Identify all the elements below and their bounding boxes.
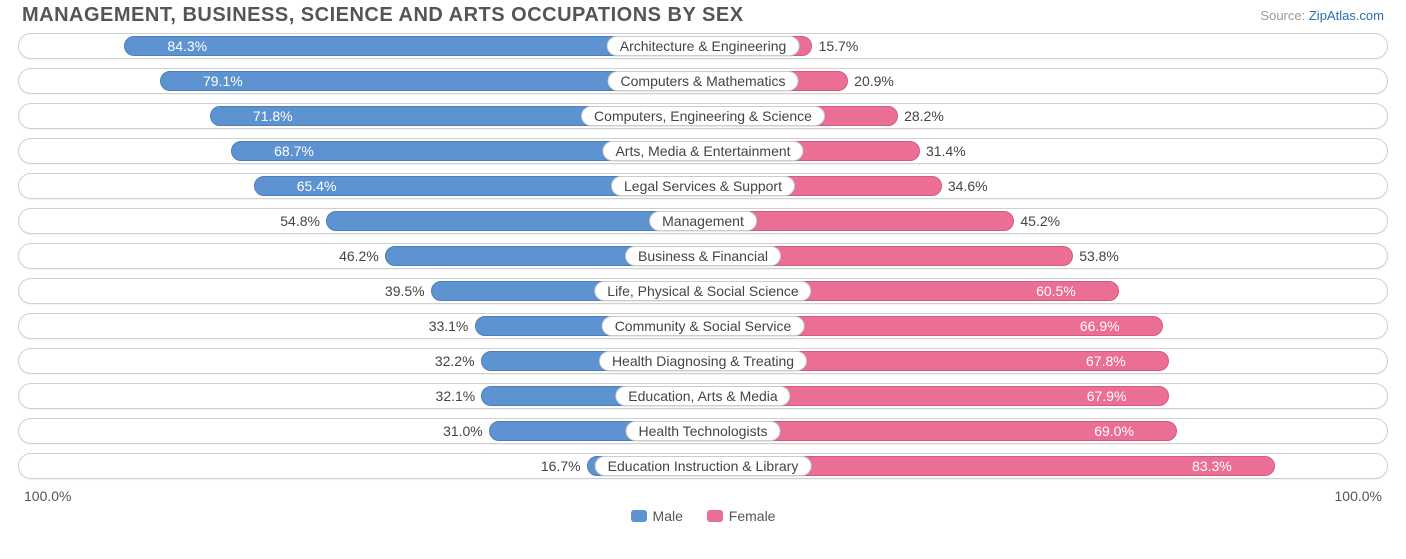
chart-source: Source: ZipAtlas.com	[1260, 8, 1384, 23]
chart-row: 46.2% 53.8% Business & Financial	[18, 243, 1388, 269]
chart-row: 32.2% 67.8% Health Diagnosing & Treating	[18, 348, 1388, 374]
female-pct: 67.8%	[1086, 353, 1126, 369]
female-pct: 66.9%	[1080, 318, 1120, 334]
female-pct: 45.2%	[1020, 213, 1060, 229]
female-pct: 34.6%	[948, 178, 988, 194]
female-pct: 53.8%	[1079, 248, 1119, 264]
female-pct: 15.7%	[819, 38, 859, 54]
chart-row: 65.4% 34.6% Legal Services & Support	[18, 173, 1388, 199]
male-pct: 68.7%	[274, 143, 314, 159]
female-pct: 28.2%	[904, 108, 944, 124]
swatch-female	[707, 510, 723, 522]
category-label: Education Instruction & Library	[595, 456, 812, 476]
legend-male-label: Male	[653, 508, 683, 524]
chart-row: 16.7% 83.3% Education Instruction & Librar…	[18, 453, 1388, 479]
category-label: Health Technologists	[626, 421, 781, 441]
category-label: Life, Physical & Social Science	[594, 281, 811, 301]
male-pct: 65.4%	[297, 178, 337, 194]
category-label: Community & Social Service	[602, 316, 805, 336]
legend-male: Male	[631, 508, 683, 524]
chart-row: 84.3% 15.7% Architecture & Engineering	[18, 33, 1388, 59]
female-pct: 83.3%	[1192, 458, 1232, 474]
category-label: Health Diagnosing & Treating	[599, 351, 807, 371]
chart-row: 39.5% 60.5% Life, Physical & Social Scienc…	[18, 278, 1388, 304]
source-label: Source:	[1260, 8, 1305, 23]
chart-row: 68.7% 31.4% Arts, Media & Entertainment	[18, 138, 1388, 164]
chart-row: 54.8% 45.2% Management	[18, 208, 1388, 234]
chart-row: 32.1% 67.9% Education, Arts & Media	[18, 383, 1388, 409]
category-label: Architecture & Engineering	[607, 36, 800, 56]
male-pct: 71.8%	[253, 108, 293, 124]
chart-row: 31.0% 69.0% Health Technologists	[18, 418, 1388, 444]
chart-row: 33.1% 66.9% Community & Social Service	[18, 313, 1388, 339]
chart-container: MANAGEMENT, BUSINESS, SCIENCE AND ARTS O…	[0, 0, 1406, 559]
male-pct: 32.2%	[435, 353, 475, 369]
legend: Male Female	[10, 508, 1396, 525]
female-pct: 31.4%	[926, 143, 966, 159]
chart-title: MANAGEMENT, BUSINESS, SCIENCE AND ARTS O…	[22, 4, 744, 27]
category-label: Legal Services & Support	[611, 176, 795, 196]
male-pct: 84.3%	[167, 38, 207, 54]
male-pct: 46.2%	[339, 248, 379, 264]
male-bar	[326, 211, 703, 231]
male-pct: 54.8%	[280, 213, 320, 229]
female-pct: 20.9%	[854, 73, 894, 89]
category-label: Arts, Media & Entertainment	[602, 141, 803, 161]
chart-header: MANAGEMENT, BUSINESS, SCIENCE AND ARTS O…	[10, 0, 1396, 33]
female-pct: 69.0%	[1094, 423, 1134, 439]
x-axis: 100.0% 100.0%	[10, 488, 1396, 504]
axis-right: 100.0%	[1335, 488, 1382, 504]
axis-left: 100.0%	[24, 488, 71, 504]
chart-row: 71.8% 28.2% Computers, Engineering & Scien…	[18, 103, 1388, 129]
male-pct: 33.1%	[429, 318, 469, 334]
chart-row: 79.1% 20.9% Computers & Mathematics	[18, 68, 1388, 94]
female-pct: 60.5%	[1036, 283, 1076, 299]
category-label: Computers & Mathematics	[608, 71, 799, 91]
legend-female: Female	[707, 508, 776, 524]
category-label: Business & Financial	[625, 246, 781, 266]
swatch-male	[631, 510, 647, 522]
male-pct: 16.7%	[541, 458, 581, 474]
male-pct: 31.0%	[443, 423, 483, 439]
male-pct: 79.1%	[203, 73, 243, 89]
male-pct: 39.5%	[385, 283, 425, 299]
category-label: Computers, Engineering & Science	[581, 106, 825, 126]
female-pct: 67.9%	[1087, 388, 1127, 404]
source-link[interactable]: ZipAtlas.com	[1309, 8, 1384, 23]
chart-rows: 84.3% 15.7% Architecture & Engineering 79.1…	[10, 33, 1396, 479]
legend-female-label: Female	[729, 508, 776, 524]
category-label: Management	[649, 211, 757, 231]
category-label: Education, Arts & Media	[615, 386, 790, 406]
male-pct: 32.1%	[436, 388, 476, 404]
